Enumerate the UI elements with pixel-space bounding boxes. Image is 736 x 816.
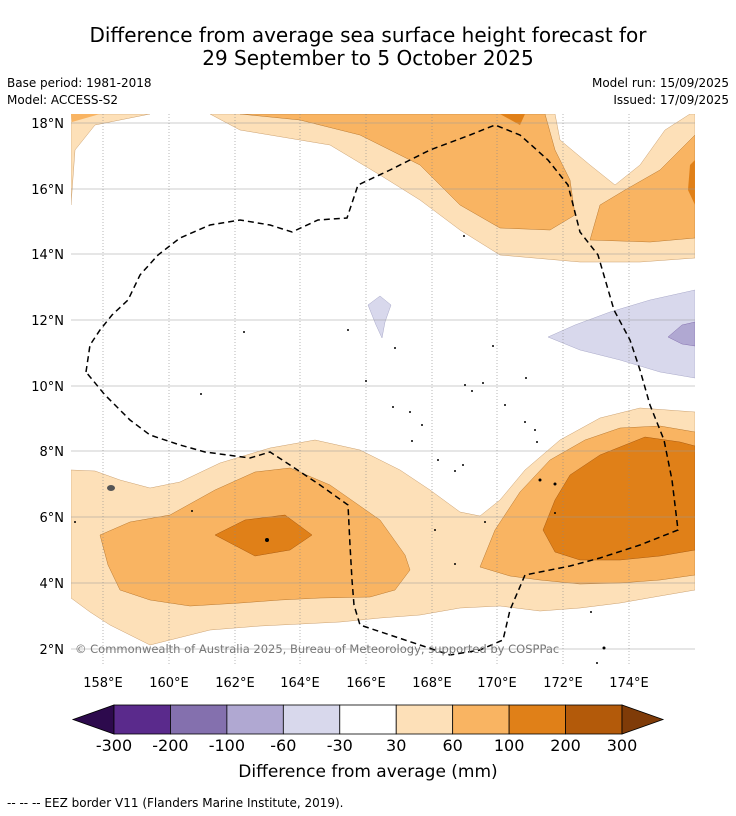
contour-60-100: [239, 114, 576, 231]
colorbar-tick-label: -200: [152, 736, 188, 755]
model-name: Model: ACCESS-S2: [7, 93, 119, 107]
lon-tick-label: 164°E: [280, 676, 320, 691]
contour-100-200: [214, 514, 313, 557]
longitude-labels: 158°E 160°E 162°E 164°E 166°E 168°E 170°…: [83, 676, 649, 691]
colorbar-segment: [565, 704, 623, 735]
eez-border: [85, 124, 679, 656]
colorbar-segment: [339, 704, 397, 735]
colorbar-tick-label: -100: [209, 736, 245, 755]
lat-tick-label: 8°N: [40, 445, 65, 460]
colorbar-arrow-high: [621, 704, 665, 735]
lat-tick-label: 6°N: [40, 511, 65, 526]
lon-tick-label: 166°E: [346, 676, 386, 691]
colorbar-segment: [170, 704, 228, 735]
contour-60-100: [71, 114, 100, 122]
contour-negative-30-60: [547, 289, 695, 379]
lon-tick-label: 162°E: [215, 676, 255, 691]
colorbar-arrow-low: [71, 704, 115, 735]
lat-tick-label: 2°N: [40, 643, 65, 658]
issued-date: Issued: 17/09/2025: [613, 93, 729, 107]
lat-tick-label: 18°N: [31, 117, 64, 132]
contour-100-200: [500, 114, 525, 125]
base-period: Base period: 1981-2018: [7, 76, 152, 90]
colorbar-tick-label: -60: [270, 736, 296, 755]
lon-tick-label: 168°E: [412, 676, 452, 691]
lat-tick-label: 12°N: [31, 314, 64, 329]
colorbar-tick-label: 30: [386, 736, 406, 755]
lat-tick-label: 16°N: [31, 183, 64, 198]
colorbar: [71, 704, 665, 735]
eez-footnote: -- -- -- EEZ border V11 (Flanders Marine…: [7, 796, 344, 810]
contour-negative-30-60: [367, 295, 392, 339]
contour-negative-60-100: [667, 321, 695, 347]
lon-tick-label: 158°E: [83, 676, 123, 691]
colorbar-label: Difference from average (mm): [238, 762, 498, 782]
colorbar-tick-label: 300: [607, 736, 638, 755]
colorbar-segment: [395, 704, 454, 735]
lon-tick-label: 174°E: [609, 676, 649, 691]
sea-height-anomaly-field: © Commonwealth of Australia 2025, Bureau…: [71, 114, 695, 664]
lon-tick-label: 170°E: [477, 676, 517, 691]
colorbar-segment: [226, 704, 284, 735]
colorbar-tick-label: -300: [96, 736, 132, 755]
colorbar-segment: [452, 704, 510, 735]
colorbar-segment: [508, 704, 566, 735]
colorbar-tick-label: -30: [327, 736, 353, 755]
map-title-line2: 29 September to 5 October 2025: [202, 46, 534, 70]
colorbar-segment: [113, 704, 171, 735]
lat-tick-label: 14°N: [31, 248, 64, 263]
lat-gridlines: [71, 122, 695, 650]
colorbar-tick-label: 100: [494, 736, 525, 755]
contour-100-200: [688, 160, 695, 205]
latitude-labels: 18°N 16°N 14°N 12°N 10°N 8°N 6°N 4°N 2°N: [31, 117, 64, 658]
lon-tick-label: 172°E: [543, 676, 583, 691]
model-run: Model run: 15/09/2025: [591, 76, 729, 90]
colorbar-tick-label: 200: [550, 736, 581, 755]
colorbar-tick-label: 60: [442, 736, 462, 755]
map-title-line1: Difference from average sea surface heig…: [89, 23, 647, 47]
lat-tick-label: 10°N: [31, 380, 64, 395]
lat-tick-label: 4°N: [40, 577, 65, 592]
contour-100-200: [542, 436, 695, 561]
colorbar-tick-labels: -300 -200 -100 -60 -30 30 60 100 200 300: [96, 736, 637, 755]
islands: [74, 235, 606, 664]
contour-60-100: [589, 134, 695, 243]
copyright-notice: © Commonwealth of Australia 2025, Bureau…: [75, 642, 559, 656]
colorbar-segment: [282, 704, 341, 735]
lon-tick-label: 160°E: [149, 676, 189, 691]
